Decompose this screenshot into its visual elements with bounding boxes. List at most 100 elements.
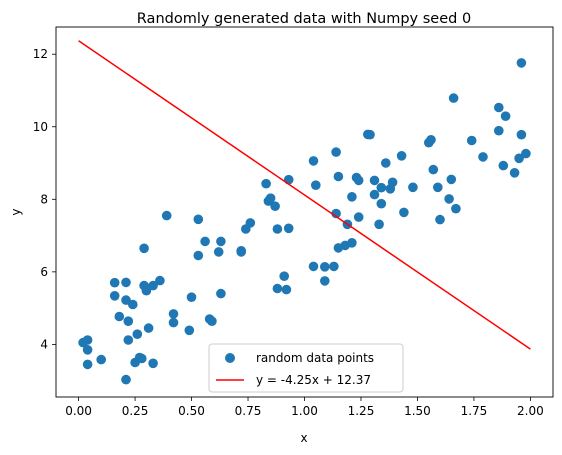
scatter-point [353, 175, 364, 186]
scatter-point [347, 238, 357, 248]
x-tick-label: 1.25 [348, 404, 375, 418]
y-tick-label: 6 [40, 265, 48, 279]
scatter-point [272, 283, 283, 294]
scatter-point [132, 329, 143, 340]
scatter-point [329, 261, 339, 272]
scatter-point [261, 178, 271, 189]
scatter-point [245, 218, 256, 228]
y-tick-label: 4 [40, 337, 48, 351]
scatter-point [466, 135, 477, 146]
scatter-point [387, 177, 398, 188]
scatter-point [82, 359, 93, 370]
scatter-point [498, 160, 509, 171]
scatter-point [216, 236, 226, 247]
scatter-point [365, 129, 375, 140]
y-tick-label: 8 [40, 192, 48, 206]
x-tick-label: 1.00 [291, 404, 318, 418]
scatter-point [279, 271, 290, 282]
scatter-point [121, 277, 131, 288]
x-tick-label: 1.75 [461, 404, 488, 418]
scatter-point [396, 151, 407, 161]
scatter-point [374, 219, 384, 230]
scatter-point [428, 164, 439, 175]
scatter-point [128, 299, 138, 310]
scatter-point [435, 214, 445, 225]
scatter-point [320, 276, 330, 286]
scatter-point [193, 214, 204, 225]
legend-label-line: y = -4.25x + 12.37 [256, 373, 371, 387]
scatter-point [82, 345, 93, 355]
scatter-point [123, 316, 134, 327]
legend-box [208, 343, 404, 393]
scatter-point [509, 168, 520, 178]
scatter-point [265, 193, 276, 203]
scatter-point [320, 262, 330, 272]
scatter-point [451, 203, 461, 214]
scatter-point [311, 180, 321, 190]
scatter-point [213, 247, 224, 257]
scatter-point [347, 192, 357, 202]
scatter-point [161, 210, 172, 221]
regression-line [78, 40, 531, 350]
plot-area [78, 40, 531, 385]
scatter-point [376, 198, 387, 209]
x-tick-label: 0.75 [235, 404, 262, 418]
scatter-point [155, 275, 165, 286]
scatter-point [521, 148, 531, 159]
scatter-point [281, 284, 292, 295]
scatter-point [516, 58, 527, 68]
scatter-point [408, 182, 418, 193]
scatter-point [448, 93, 459, 103]
scatter-point [148, 358, 158, 369]
scatter-point [283, 174, 294, 185]
scatter-point [516, 129, 527, 140]
legend: random data points y = -4.25x + 12.37 [208, 343, 404, 393]
y-tick-label: 12 [33, 47, 48, 61]
scatter-point [333, 171, 344, 182]
scatter-point [331, 147, 341, 157]
scatter-point [207, 316, 217, 327]
scatter-point [148, 280, 158, 291]
scatter-point [270, 201, 280, 211]
scatter-point [446, 174, 457, 185]
scatter-point [114, 311, 125, 322]
x-tick-label: 0.00 [65, 404, 92, 418]
y-axis-label: y [9, 208, 23, 215]
scatter-point [376, 182, 387, 193]
scatter-point [139, 243, 149, 254]
scatter-point [186, 292, 197, 303]
scatter-point [369, 189, 380, 200]
scatter-point [137, 353, 147, 364]
scatter-point [353, 212, 364, 222]
scatter-point [272, 224, 283, 234]
scatter-point [216, 288, 226, 299]
scatter-point [141, 285, 152, 296]
scatter-point [500, 111, 511, 121]
scatter-point [494, 102, 504, 113]
x-tick-label: 1.50 [404, 404, 431, 418]
scatter-point [184, 325, 195, 336]
scatter-point [381, 158, 391, 168]
y-tick-label: 10 [33, 120, 48, 134]
scatter-point [143, 323, 154, 333]
scatter-point [369, 175, 380, 186]
scatter-point [308, 156, 319, 166]
scatter-point [399, 207, 409, 218]
legend-label-scatter: random data points [256, 351, 374, 365]
scatter-point [426, 135, 436, 145]
scatter-point [193, 250, 204, 261]
scatter-point [200, 236, 210, 247]
scatter-point [283, 223, 294, 234]
scatter-point [236, 246, 246, 256]
scatter-point [478, 152, 488, 162]
scatter-point [96, 354, 106, 365]
y-axis: 4 6 8 10 12 [33, 47, 56, 351]
x-tick-label: 0.25 [122, 404, 149, 418]
scatter-point [82, 335, 93, 345]
scatter-point [109, 291, 120, 301]
chart-title: Randomly generated data with Numpy seed … [137, 11, 471, 27]
scatter-point [121, 295, 131, 305]
scatter-point [123, 335, 134, 345]
legend-marker-scatter [225, 353, 235, 363]
